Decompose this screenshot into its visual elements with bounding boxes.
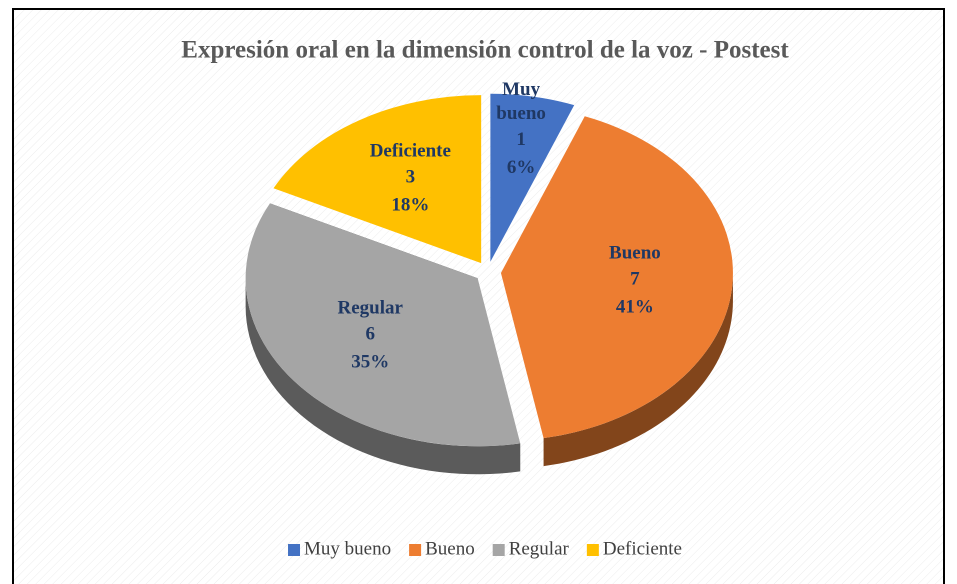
legend-label: Bueno <box>425 538 475 559</box>
data-label-value: 3 <box>406 167 416 188</box>
data-label-percent: 18% <box>391 195 429 216</box>
slice-tops <box>245 93 733 447</box>
slice <box>273 95 482 264</box>
legend-swatch <box>288 544 301 556</box>
slice <box>245 203 521 447</box>
data-label-percent: 35% <box>351 351 389 372</box>
data-label-value: 6 <box>365 323 375 344</box>
legend-label: Muy bueno <box>304 538 391 559</box>
data-label-value: 7 <box>630 268 640 289</box>
data-label-value: 1 <box>516 129 526 150</box>
slice <box>500 116 733 439</box>
chart-title: Expresión oral en la dimensión control d… <box>181 37 789 64</box>
legend: Muy bueno Bueno Regular Deficiente <box>288 538 682 559</box>
legend-swatch <box>492 544 505 556</box>
data-label-percent: 41% <box>616 296 654 317</box>
data-label: Bueno 7 41% <box>609 242 661 317</box>
legend-swatch <box>586 544 599 556</box>
data-label-percent: 6% <box>507 157 536 178</box>
data-label: Deficiente 3 18% <box>370 141 451 216</box>
data-label-category: Regular <box>338 297 404 318</box>
data-label-category: Bueno <box>609 242 661 263</box>
data-label: Muy bueno 1 6% <box>496 79 546 178</box>
data-label-category: Muy bueno <box>496 79 546 124</box>
legend-label: Regular <box>509 538 570 559</box>
slice-side <box>245 278 521 475</box>
legend-label: Deficiente <box>603 538 682 559</box>
slice <box>490 93 575 262</box>
data-label: Regular 6 35% <box>338 297 404 372</box>
legend-swatch <box>409 544 422 556</box>
data-label-category: Deficiente <box>370 141 451 162</box>
slice-side <box>543 272 733 467</box>
